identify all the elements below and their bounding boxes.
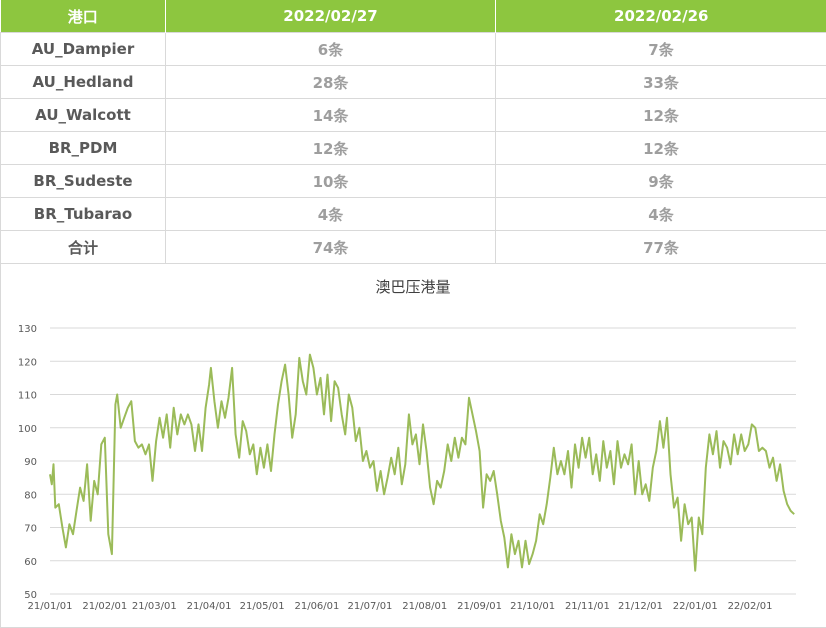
row-port-name: 合计 <box>0 230 166 264</box>
x-tick-label: 21/10/01 <box>510 601 555 612</box>
series-lines <box>49 353 795 572</box>
chart-title: 澳巴压港量 <box>375 278 451 296</box>
x-tick-label: 21/01/01 <box>28 601 73 612</box>
row-value-0226: 33条 <box>495 65 826 99</box>
row-value-0226: 7条 <box>495 32 826 66</box>
x-tick-label: 21/06/01 <box>294 601 339 612</box>
x-tick-label: 21/11/01 <box>565 601 610 612</box>
table-row: AU_Hedland 28条 33条 <box>0 65 826 99</box>
row-port-name: BR_PDM <box>0 131 166 165</box>
x-axis-tick-labels: 21/01/01 21/02/01 21/03/01 21/04/01 21/05/01… <box>28 601 773 612</box>
table-total-row: 合计 74条 77条 <box>0 230 826 264</box>
table-row: AU_Dampier 6条 7条 <box>0 32 826 66</box>
series-line <box>49 353 795 572</box>
y-tick-label: 50 <box>24 590 37 601</box>
y-tick-label: 90 <box>24 457 37 468</box>
y-tick-label: 80 <box>24 490 37 501</box>
table-row: BR_PDM 12条 12条 <box>0 131 826 165</box>
header-date-0226: 2022/02/26 <box>495 0 826 33</box>
y-tick-label: 130 <box>18 324 37 335</box>
y-tick-label: 70 <box>24 524 37 535</box>
gridlines <box>50 327 796 595</box>
row-port-name: BR_Sudeste <box>0 164 166 198</box>
header-date-0227: 2022/02/27 <box>165 0 496 33</box>
row-value-0227: 6条 <box>165 32 496 66</box>
row-value-0226: 12条 <box>495 131 826 165</box>
table-row: BR_Sudeste 10条 9条 <box>0 164 826 198</box>
x-tick-label: 21/07/01 <box>348 601 393 612</box>
x-tick-label: 21/09/01 <box>457 601 502 612</box>
table-header-row: 港口 2022/02/27 2022/02/26 <box>0 0 826 33</box>
x-tick-label: 21/08/01 <box>402 601 447 612</box>
row-value-0226: 4条 <box>495 197 826 231</box>
y-tick-label: 60 <box>24 557 37 568</box>
table-row: AU_Walcott 14条 12条 <box>0 98 826 132</box>
y-tick-label: 120 <box>18 357 37 368</box>
x-tick-label: 21/05/01 <box>240 601 285 612</box>
header-port: 港口 <box>0 0 166 33</box>
row-value-0227: 14条 <box>165 98 496 132</box>
y-tick-label: 100 <box>18 424 37 435</box>
y-tick-label: 110 <box>18 391 37 402</box>
port-queue-table: 港口 2022/02/27 2022/02/26 AU_Dampier 6条 7… <box>0 0 826 264</box>
row-value-0227: 4条 <box>165 197 496 231</box>
row-value-0226: 12条 <box>495 98 826 132</box>
row-port-name: AU_Walcott <box>0 98 166 132</box>
row-port-name: AU_Dampier <box>0 32 166 66</box>
row-value-0226: 77条 <box>495 230 826 264</box>
row-port-name: BR_Tubarao <box>0 197 166 231</box>
x-tick-label: 21/02/01 <box>82 601 127 612</box>
x-tick-label: 22/01/01 <box>673 601 718 612</box>
row-value-0227: 12条 <box>165 131 496 165</box>
row-value-0227: 10条 <box>165 164 496 198</box>
y-axis-tick-labels: 50 60 70 80 90 100 110 120 130 <box>18 324 37 601</box>
x-tick-label: 22/02/01 <box>728 601 773 612</box>
row-port-name: AU_Hedland <box>0 65 166 99</box>
x-tick-label: 21/04/01 <box>187 601 232 612</box>
row-value-0226: 9条 <box>495 164 826 198</box>
x-tick-label: 21/03/01 <box>132 601 177 612</box>
table-row: BR_Tubarao 4条 4条 <box>0 197 826 231</box>
x-tick-label: 21/12/01 <box>618 601 663 612</box>
row-value-0227: 28条 <box>165 65 496 99</box>
row-value-0227: 74条 <box>165 230 496 264</box>
